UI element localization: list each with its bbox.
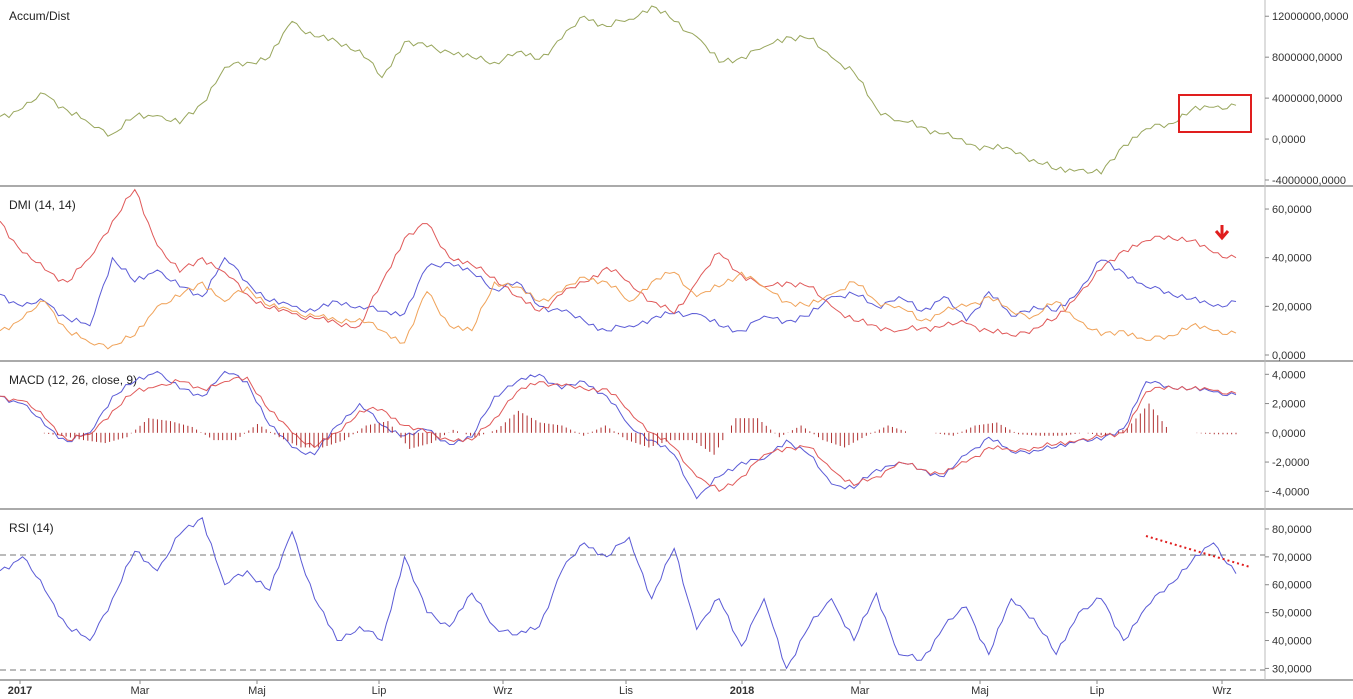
series-line-blue xyxy=(0,370,1237,500)
highlight-box xyxy=(1178,94,1252,133)
y-tick-label: 70,0000 xyxy=(1272,552,1312,564)
panel-title-dmi: DMI (14, 14) xyxy=(9,198,76,212)
series-line-accum xyxy=(0,5,1237,175)
y-tick-label: 60,0000 xyxy=(1272,580,1312,592)
trend-line xyxy=(1145,535,1251,568)
series-line-blue xyxy=(0,256,1237,333)
y-tick-label: 8000000,0000 xyxy=(1272,52,1342,64)
x-tick-label: Mar xyxy=(131,685,150,697)
panel-title-macd: MACD (12, 26, close, 9) xyxy=(9,373,137,387)
y-tick-label: -4,0000 xyxy=(1272,486,1309,498)
y-tick-label: -4000000,0000 xyxy=(1272,175,1346,187)
y-tick-label: -2,0000 xyxy=(1272,457,1309,469)
y-tick-label: 50,0000 xyxy=(1272,608,1312,620)
y-tick-label: 0,0000 xyxy=(1272,134,1306,146)
y-tick-label: 0,0000 xyxy=(1272,350,1306,362)
x-tick-label: 2017 xyxy=(8,685,32,697)
y-tick-label: 40,0000 xyxy=(1272,636,1312,648)
series-line-orange xyxy=(0,271,1237,350)
x-tick-label: Lip xyxy=(1090,685,1105,697)
panel-title-accum-dist: Accum/Dist xyxy=(9,9,70,23)
y-tick-label: 20,0000 xyxy=(1272,301,1312,313)
x-tick-label: Maj xyxy=(248,685,266,697)
series-line-red xyxy=(0,188,1237,337)
y-tick-label: 2,0000 xyxy=(1272,399,1306,411)
series-line-blue xyxy=(0,517,1237,670)
y-tick-label: 40,0000 xyxy=(1272,253,1312,265)
y-tick-label: 4,0000 xyxy=(1272,369,1306,381)
y-tick-label: 0,0000 xyxy=(1272,428,1306,440)
x-tick-label: Maj xyxy=(971,685,989,697)
y-tick-label: 12000000,0000 xyxy=(1272,11,1348,23)
down-arrow-icon xyxy=(1214,225,1230,241)
x-tick-label: Wrz xyxy=(1212,685,1231,697)
x-tick-label: 2018 xyxy=(730,685,754,697)
y-tick-label: 30,0000 xyxy=(1272,663,1312,675)
y-tick-label: 80,0000 xyxy=(1272,524,1312,536)
y-tick-label: 60,0000 xyxy=(1272,204,1312,216)
series-line-red xyxy=(0,376,1237,492)
x-tick-label: Wrz xyxy=(493,685,512,697)
y-tick-label: 4000000,0000 xyxy=(1272,93,1342,105)
x-tick-label: Mar xyxy=(851,685,870,697)
panel-title-rsi: RSI (14) xyxy=(9,521,54,535)
x-tick-label: Lis xyxy=(619,685,634,697)
x-tick-label: Lip xyxy=(372,685,387,697)
